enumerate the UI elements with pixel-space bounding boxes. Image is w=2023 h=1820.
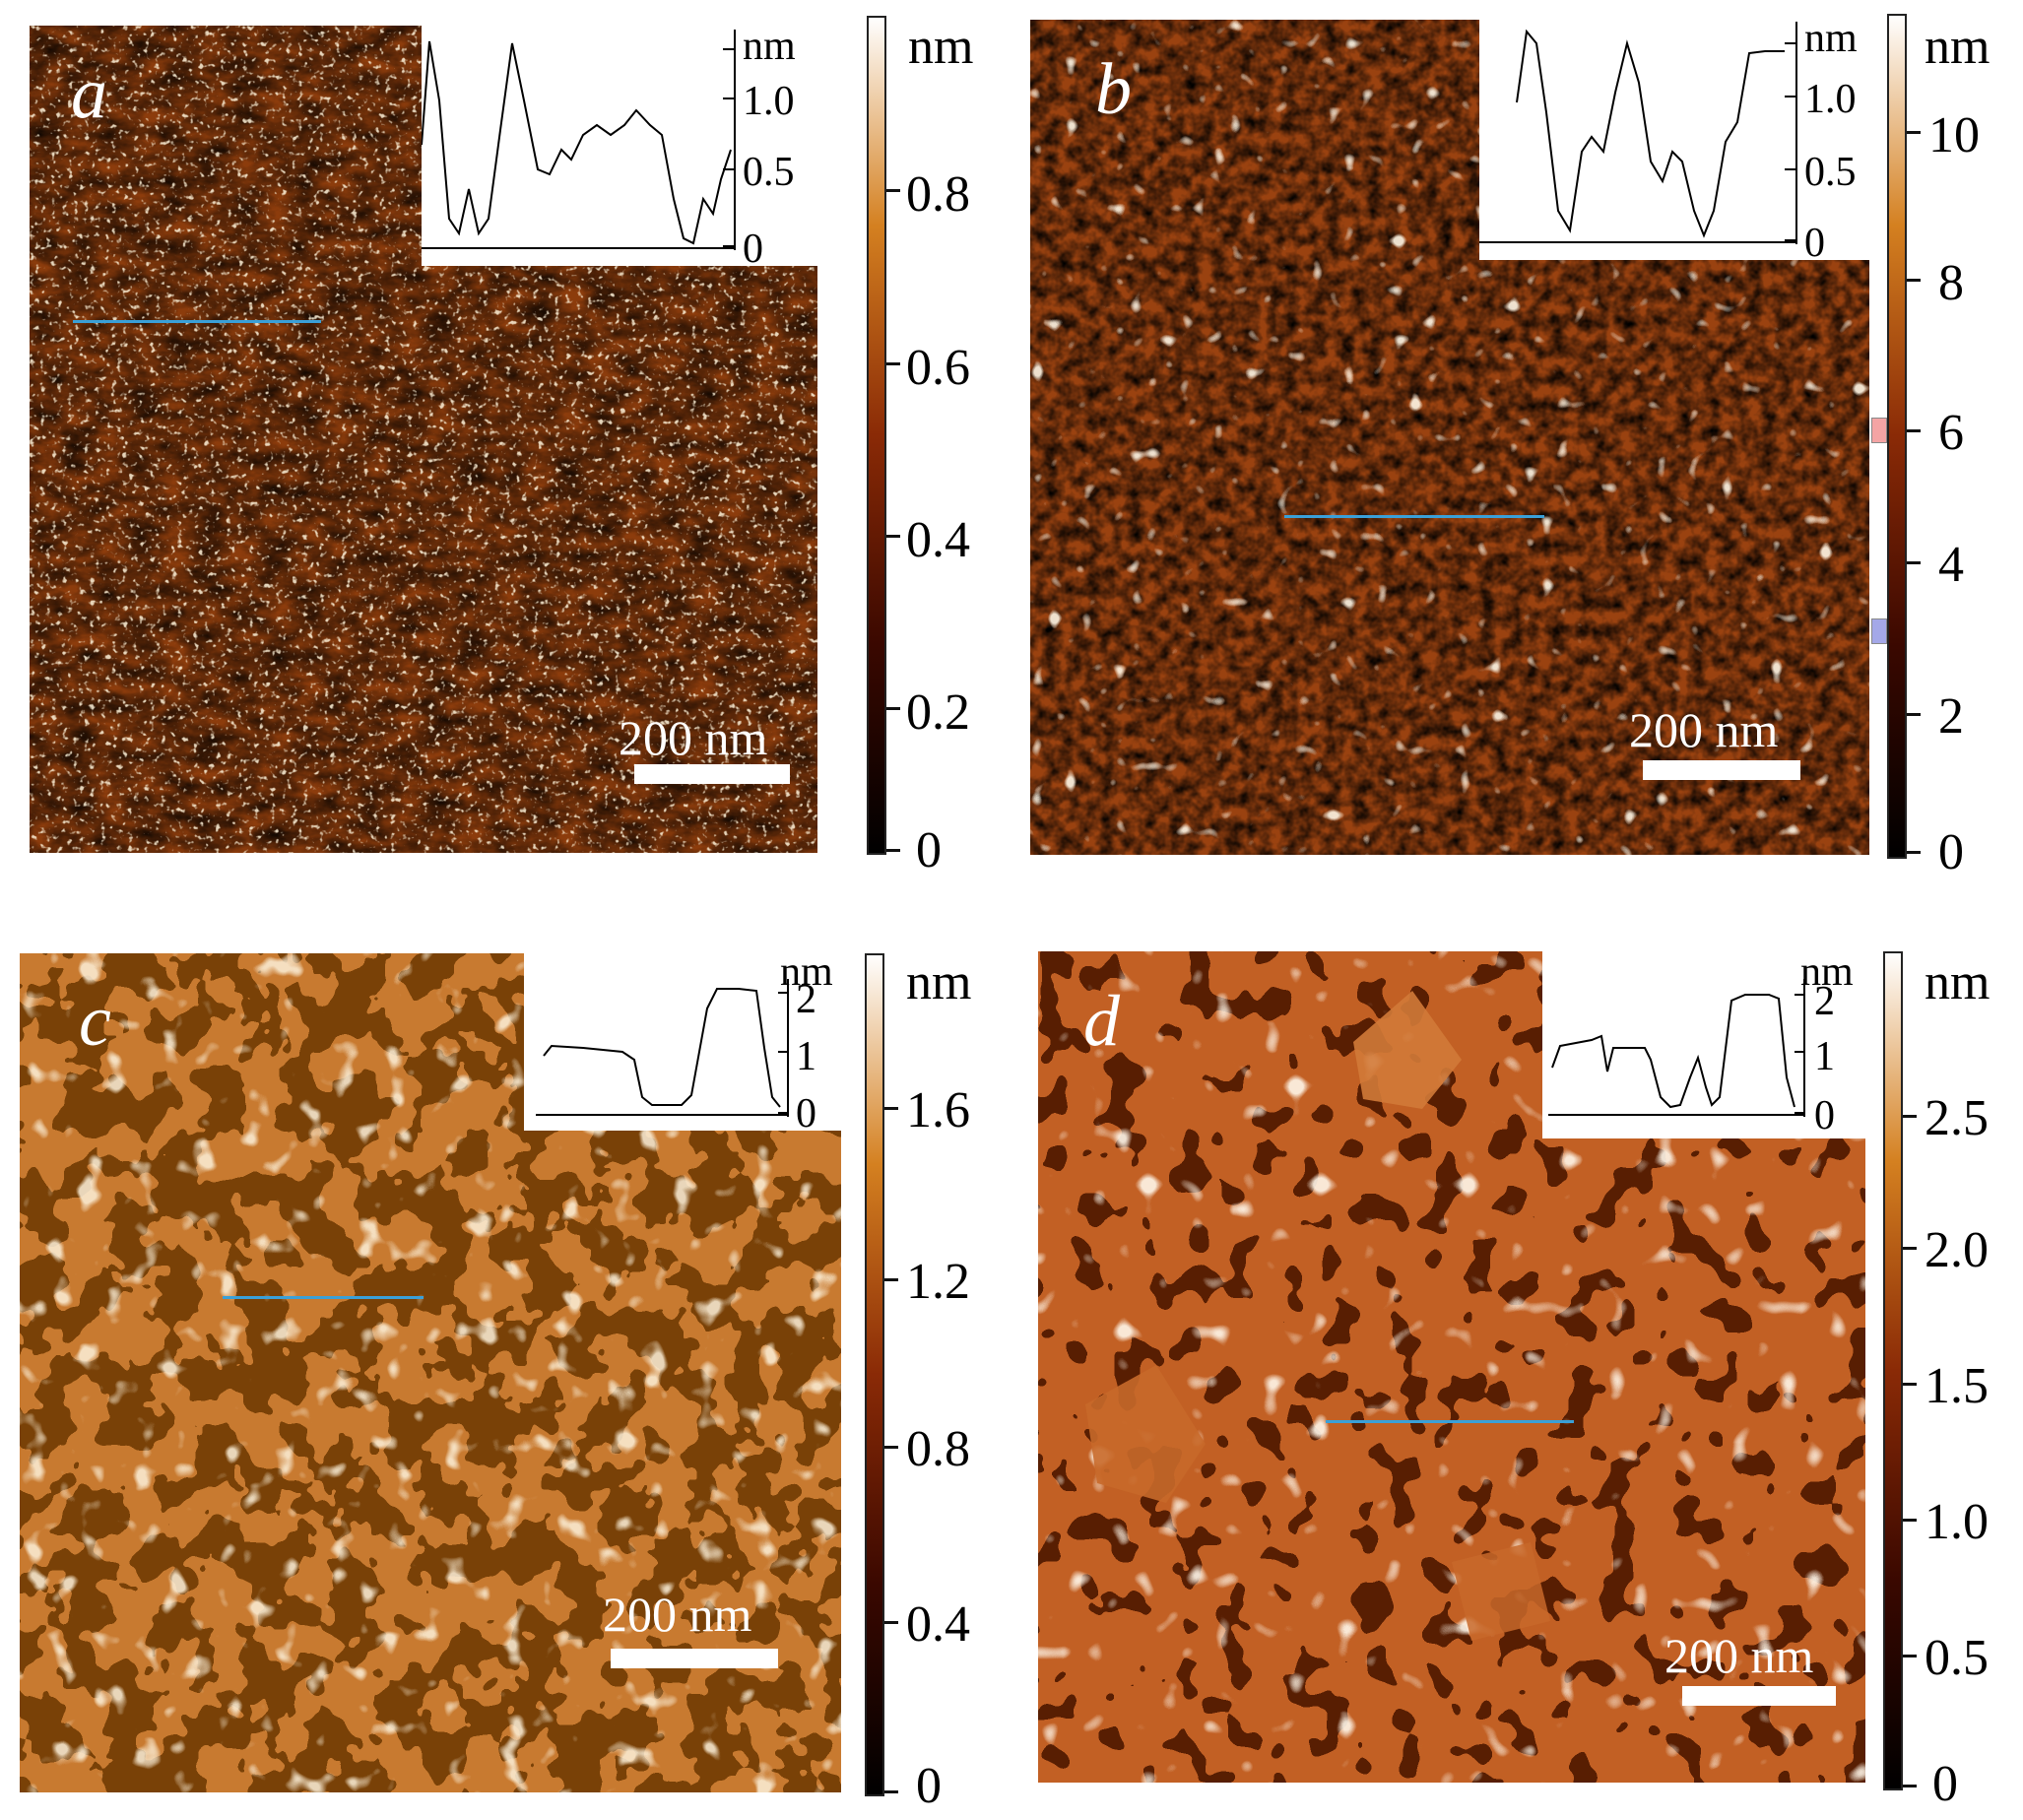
inset-tick-d-1: 1 <box>1814 1034 1835 1079</box>
panel-label-a: a <box>71 53 107 134</box>
colorbar-tick-d-2: 1.5 <box>1925 1358 1989 1414</box>
inset-tick-a-2: 0 <box>743 227 763 272</box>
profile-line-a <box>73 320 321 323</box>
colorbar-marker-upper <box>1871 418 1887 443</box>
colorbar-tick-b-3: 4 <box>1938 537 1964 593</box>
height-profile-inset-c: nm 2 1 0 <box>524 949 845 1135</box>
colorbar-tick-c-1: 1.2 <box>906 1254 970 1310</box>
colorbar-unit-d: nm <box>1925 954 1990 1010</box>
inset-tick-a-1: 0.5 <box>743 150 795 195</box>
inset-tick-c-1: 1 <box>796 1034 816 1079</box>
inset-tick-d-2: 0 <box>1814 1093 1835 1138</box>
colorbar-tick-d-1: 2.0 <box>1925 1222 1989 1278</box>
inset-tick-b-1: 0.5 <box>1804 150 1857 195</box>
profile-line-d <box>1326 1420 1574 1423</box>
colorbar-unit-c: nm <box>906 954 972 1010</box>
inset-unit-c: nm <box>780 949 833 995</box>
panel-label-c: c <box>79 981 111 1062</box>
panel-label-d: d <box>1083 981 1120 1062</box>
colorbar-tick-c-2: 0.8 <box>906 1421 970 1477</box>
colorbar-tick-d-3: 1.0 <box>1925 1494 1989 1550</box>
colorbar-tick-b-1: 8 <box>1938 255 1964 311</box>
profile-line-c <box>223 1296 424 1299</box>
colorbar-tick-a-2: 0.4 <box>906 512 970 568</box>
height-profile-inset-d: nm 2 1 0 <box>1542 949 1865 1138</box>
colorbar-tick-b-2: 6 <box>1938 405 1964 461</box>
profile-line-b <box>1284 515 1544 518</box>
inset-tick-c-0: 2 <box>796 977 816 1022</box>
colorbar-tick-b-4: 2 <box>1938 688 1964 745</box>
colorbar-tick-a-3: 0.2 <box>906 684 970 741</box>
colorbar-unit-a: nm <box>908 19 974 75</box>
colorbar-unit-b: nm <box>1925 19 1990 75</box>
scale-bar-label-a: 200 nm <box>619 710 768 765</box>
scale-bar-c <box>611 1649 778 1668</box>
colorbar-c <box>865 953 884 1796</box>
inset-unit-a: nm <box>743 24 796 69</box>
scale-bar-b <box>1643 760 1800 780</box>
colorbar-tick-c-4: 0 <box>916 1758 942 1814</box>
inset-unit-b: nm <box>1804 16 1858 61</box>
colorbar-tick-b-5: 0 <box>1938 824 1964 880</box>
inset-tick-c-2: 0 <box>796 1091 816 1137</box>
height-profile-inset-a: nm 1.0 0.5 0 <box>422 22 819 270</box>
inset-tick-b-0: 1.0 <box>1804 77 1857 122</box>
panel-label-b: b <box>1095 49 1132 130</box>
colorbar-tick-b-0: 10 <box>1928 107 1980 163</box>
inset-unit-d: nm <box>1800 949 1854 995</box>
inset-tick-a-0: 1.0 <box>743 79 795 124</box>
colorbar-tick-c-3: 0.4 <box>906 1596 970 1653</box>
colorbar-marker-lower <box>1871 618 1887 644</box>
colorbar-a <box>867 16 886 855</box>
colorbar-d <box>1883 951 1903 1790</box>
scale-bar-d <box>1682 1686 1836 1706</box>
colorbar-tick-a-4: 0 <box>916 822 942 878</box>
scale-bar-label-b: 200 nm <box>1629 702 1779 757</box>
colorbar-tick-a-0: 0.8 <box>906 166 970 223</box>
colorbar-tick-c-0: 1.6 <box>906 1082 970 1138</box>
height-profile-inset-b: nm 1.0 0.5 0 <box>1479 14 1869 264</box>
colorbar-tick-d-5: 0 <box>1932 1756 1958 1812</box>
afm-image-d <box>1038 951 1865 1783</box>
scale-bar-label-d: 200 nm <box>1664 1628 1814 1683</box>
scale-bar-label-c: 200 nm <box>603 1587 752 1642</box>
scale-bar-a <box>634 764 790 784</box>
inset-tick-d-0: 2 <box>1814 979 1835 1024</box>
colorbar-b <box>1887 14 1907 859</box>
colorbar-tick-d-0: 2.5 <box>1925 1090 1989 1146</box>
colorbar-tick-d-4: 0.5 <box>1925 1630 1989 1686</box>
inset-tick-b-2: 0 <box>1804 221 1825 266</box>
colorbar-tick-a-1: 0.6 <box>906 340 970 396</box>
